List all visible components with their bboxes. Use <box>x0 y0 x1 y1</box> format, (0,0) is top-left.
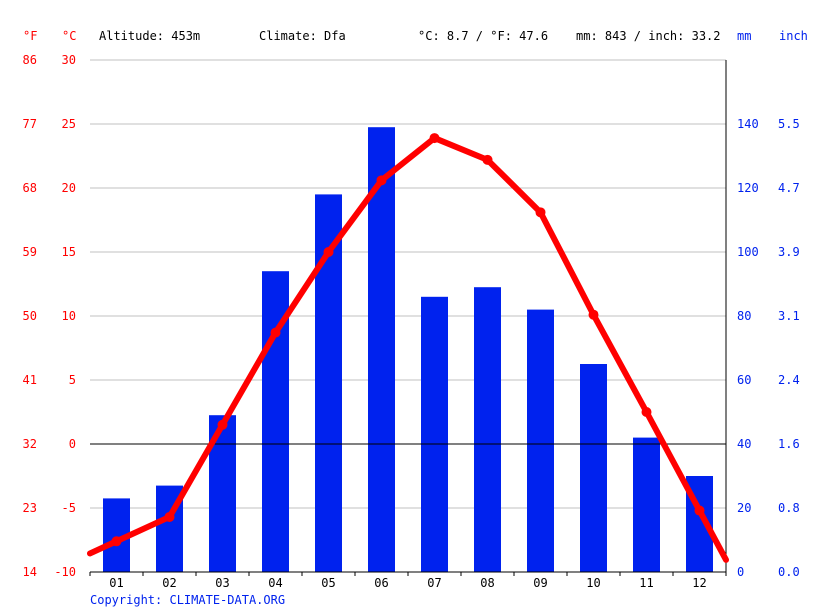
precipitation-bar-10 <box>580 364 607 572</box>
celsius-tick-label: 30 <box>62 53 76 67</box>
fahrenheit-tick-label: 23 <box>23 501 37 515</box>
month-tick-label: 12 <box>692 576 706 590</box>
mm-tick-label: 20 <box>737 501 751 515</box>
precipitation-bar-11 <box>633 437 660 572</box>
celsius-tick-label: 5 <box>69 373 76 387</box>
temperature-point-07 <box>429 133 440 144</box>
temperature-point-06 <box>376 175 387 186</box>
precipitation-bar-08 <box>474 287 501 572</box>
precipitation-bar-09 <box>527 309 554 572</box>
month-tick-label: 07 <box>427 576 441 590</box>
temperature-point-04 <box>270 327 281 338</box>
temperature-point-10 <box>588 309 599 320</box>
celsius-tick-label: -10 <box>54 565 76 579</box>
celsius-tick-label: -5 <box>62 501 76 515</box>
month-tick-label: 04 <box>268 576 282 590</box>
inch-tick-label: 0.8 <box>778 501 800 515</box>
celsius-tick-label: 15 <box>62 245 76 259</box>
month-tick-label: 02 <box>162 576 176 590</box>
mm-tick-label: 80 <box>737 309 751 323</box>
celsius-tick-label: 20 <box>62 181 76 195</box>
celsius-tick-label: 10 <box>62 309 76 323</box>
temperature-series-line <box>87 135 729 563</box>
month-tick-label: 01 <box>109 576 123 590</box>
mm-tick-label: 120 <box>737 181 759 195</box>
fahrenheit-tick-label: 77 <box>23 117 37 131</box>
fahrenheit-unit-label: °F <box>23 29 37 43</box>
month-tick-label: 03 <box>215 576 229 590</box>
climate-label: Climate: Dfa <box>259 29 346 43</box>
month-tick-label: 08 <box>480 576 494 590</box>
inch-tick-label: 0.0 <box>778 565 800 579</box>
fahrenheit-tick-label: 32 <box>23 437 37 451</box>
inch-tick-label: 3.9 <box>778 245 800 259</box>
inch-tick-label: 3.1 <box>778 309 800 323</box>
mm-tick-label: 0 <box>737 565 744 579</box>
inch-unit-label: inch <box>779 29 808 43</box>
month-tick-label: 10 <box>586 576 600 590</box>
celsius-tick-label: 0 <box>69 437 76 451</box>
copyright-link[interactable]: Copyright: CLIMATE-DATA.ORG <box>90 593 285 607</box>
fahrenheit-tick-label: 41 <box>23 373 37 387</box>
fahrenheit-tick-label: 68 <box>23 181 37 195</box>
month-tick-label: 09 <box>533 576 547 590</box>
mm-tick-label: 100 <box>737 245 759 259</box>
month-tick-label: 05 <box>321 576 335 590</box>
fahrenheit-tick-label: 50 <box>23 309 37 323</box>
temperature-point-03 <box>217 419 228 430</box>
fahrenheit-tick-label: 59 <box>23 245 37 259</box>
celsius-unit-label: °C <box>62 29 76 43</box>
mm-tick-label: 60 <box>737 373 751 387</box>
temperature-point-05 <box>323 247 334 257</box>
gridlines <box>90 59 726 573</box>
temperature-point-01 <box>111 536 122 547</box>
precipitation-total-label: mm: 843 / inch: 33.2 <box>576 29 721 43</box>
precipitation-bars <box>103 127 713 572</box>
precipitation-bar-06 <box>368 127 395 572</box>
tick-labels: -10 14 -5 23 0 32 5 41 10 50 15 59 20 68 25 77 30 86 0 0.0 2… <box>23 53 800 590</box>
inch-tick-label: 4.7 <box>778 181 800 195</box>
month-tick-label: 06 <box>374 576 388 590</box>
mm-unit-label: mm <box>737 29 751 43</box>
mm-tick-label: 40 <box>737 437 751 451</box>
fahrenheit-tick-label: 14 <box>23 565 37 579</box>
inch-tick-label: 5.5 <box>778 117 800 131</box>
fahrenheit-tick-label: 86 <box>23 53 37 67</box>
temperature-point-11 <box>641 407 652 417</box>
temperature-point-09 <box>535 207 546 218</box>
temperature-average-label: °C: 8.7 / °F: 47.6 <box>418 29 548 43</box>
inch-tick-label: 1.6 <box>778 437 800 451</box>
temperature-point-12 <box>694 505 705 516</box>
celsius-tick-label: 25 <box>62 117 76 131</box>
temperature-line <box>87 133 729 563</box>
altitude-label: Altitude: 453m <box>99 29 200 43</box>
temperature-point-02 <box>164 511 175 522</box>
temperature-point-08 <box>482 154 493 165</box>
axes <box>89 60 727 576</box>
month-tick-label: 11 <box>639 576 653 590</box>
mm-tick-label: 140 <box>737 117 759 131</box>
inch-tick-label: 2.4 <box>778 373 800 387</box>
precipitation-bar-07 <box>421 296 448 572</box>
